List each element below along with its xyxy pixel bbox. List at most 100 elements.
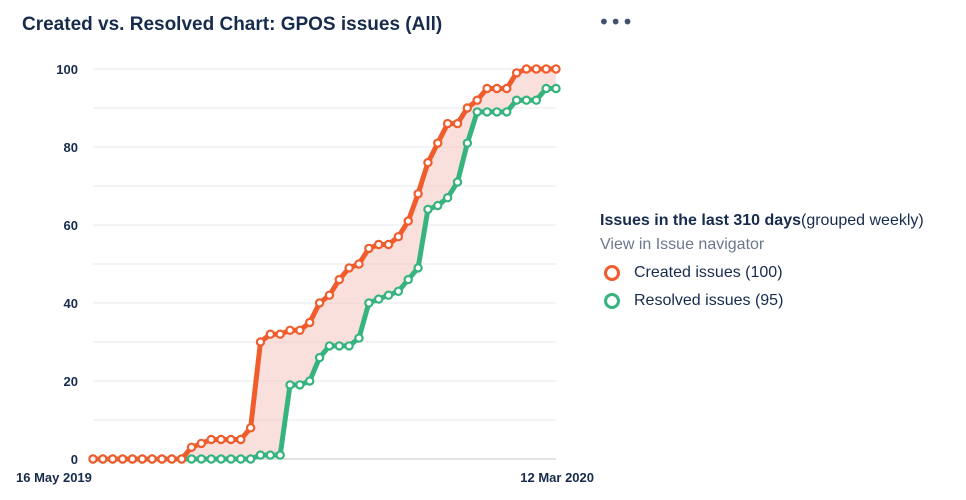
created-issues-point[interactable] bbox=[551, 64, 561, 74]
resolved-issues-point[interactable] bbox=[344, 341, 354, 351]
more-options-button[interactable]: ••• bbox=[598, 10, 634, 34]
created-issues-point[interactable] bbox=[472, 95, 482, 105]
created-issues-point[interactable] bbox=[206, 434, 216, 445]
created-issues-point[interactable] bbox=[147, 454, 157, 464]
created-issues-points bbox=[88, 64, 561, 464]
resolved-issues-point[interactable] bbox=[275, 450, 285, 460]
y-axis-tick-label: 80 bbox=[64, 140, 78, 155]
resolved-issues-point[interactable] bbox=[186, 454, 197, 464]
created-issues-point[interactable] bbox=[492, 83, 502, 94]
created-issues-point[interactable] bbox=[334, 274, 344, 285]
created-issues-point[interactable] bbox=[364, 243, 374, 254]
resolved-issues-point[interactable] bbox=[413, 263, 423, 273]
created-issues-point[interactable] bbox=[502, 83, 512, 94]
resolved-issues-point[interactable] bbox=[245, 454, 256, 464]
resolved-issues-point[interactable] bbox=[551, 83, 561, 94]
resolved-issues-point[interactable] bbox=[285, 380, 295, 390]
created-issues-point[interactable] bbox=[295, 325, 305, 335]
created-issues-point[interactable] bbox=[196, 438, 207, 449]
resolved-issues-point[interactable] bbox=[236, 454, 246, 464]
created-issues-point[interactable] bbox=[324, 290, 335, 300]
resolved-issues-line bbox=[93, 86, 556, 462]
resolved-issues-point[interactable] bbox=[452, 177, 463, 187]
resolved-issues-point[interactable] bbox=[373, 294, 384, 304]
created-issues-point[interactable] bbox=[393, 231, 404, 242]
created-issues-point[interactable] bbox=[127, 454, 138, 464]
x-axis-end-label: 12 Mar 2020 bbox=[520, 470, 594, 485]
resolved-issues-point[interactable] bbox=[482, 107, 492, 117]
y-axis-tick-label: 20 bbox=[64, 374, 78, 389]
resolved-issues-point[interactable] bbox=[433, 200, 443, 211]
resolved-issues-point[interactable] bbox=[403, 274, 413, 285]
resolved-issues-point[interactable] bbox=[521, 95, 532, 105]
created-issues-point[interactable] bbox=[541, 64, 551, 74]
resolved-issues-point[interactable] bbox=[196, 454, 207, 464]
created-issues-point[interactable] bbox=[88, 454, 98, 464]
y-axis-tick-label: 40 bbox=[64, 296, 78, 311]
resolved-issues-point[interactable] bbox=[305, 376, 315, 386]
resolved-issues-point[interactable] bbox=[492, 107, 502, 117]
resolved-issues-point[interactable] bbox=[255, 450, 266, 460]
resolved-issues-point[interactable] bbox=[354, 333, 364, 343]
created-issues-point[interactable] bbox=[265, 329, 276, 339]
resolved-issues-point[interactable] bbox=[393, 286, 404, 296]
created-issues-point[interactable] bbox=[373, 239, 384, 250]
created-issues-point[interactable] bbox=[511, 68, 522, 78]
resolved-issues-point[interactable] bbox=[206, 454, 216, 464]
resolved-issues-point[interactable] bbox=[531, 95, 541, 105]
resolved-issues-point[interactable] bbox=[423, 204, 433, 215]
view-in-issue-navigator-link[interactable]: View in Issue navigator bbox=[600, 236, 765, 253]
resolved-issues-point[interactable] bbox=[462, 138, 473, 148]
created-issues-point[interactable] bbox=[354, 259, 364, 269]
resolved-issues-point[interactable] bbox=[442, 192, 453, 203]
created-vs-resolved-chart: 0 20 40 60 80 100 16 May 2019 12 Mar 2020 bbox=[16, 62, 594, 485]
resolved-issues-point[interactable] bbox=[216, 454, 226, 464]
created-issues-point[interactable] bbox=[442, 118, 453, 129]
created-issues-point[interactable] bbox=[314, 298, 325, 308]
resolved-issues-point[interactable] bbox=[334, 341, 344, 351]
created-issues-point[interactable] bbox=[176, 454, 187, 464]
legend-item-created[interactable]: Created issues (100) bbox=[600, 264, 960, 282]
created-issues-point[interactable] bbox=[433, 138, 443, 148]
created-issues-point[interactable] bbox=[216, 434, 226, 445]
resolved-issues-point[interactable] bbox=[364, 298, 374, 308]
created-issues-point[interactable] bbox=[226, 434, 236, 445]
created-issues-point[interactable] bbox=[521, 64, 532, 74]
created-issues-point[interactable] bbox=[108, 454, 118, 464]
created-issues-point[interactable] bbox=[413, 189, 423, 199]
created-issues-point[interactable] bbox=[137, 454, 147, 464]
resolved-issues-point[interactable] bbox=[383, 290, 394, 300]
created-issues-point[interactable] bbox=[403, 216, 413, 226]
legend-item-resolved[interactable]: Resolved issues (95) bbox=[600, 292, 960, 310]
resolved-issues-point[interactable] bbox=[541, 83, 551, 94]
created-issues-point[interactable] bbox=[186, 442, 197, 452]
resolved-issues-point[interactable] bbox=[472, 107, 482, 117]
chart-title: Created vs. Resolved Chart: GPOS issues … bbox=[22, 14, 443, 35]
created-issues-point[interactable] bbox=[117, 454, 128, 464]
resolved-issues-point[interactable] bbox=[226, 454, 236, 464]
created-issues-point[interactable] bbox=[462, 103, 473, 113]
created-issues-point[interactable] bbox=[531, 64, 541, 74]
created-issues-point[interactable] bbox=[482, 83, 492, 94]
resolved-issues-point[interactable] bbox=[295, 380, 305, 390]
legend-heading-period: Issues in the last 310 days bbox=[600, 212, 801, 229]
chart-legend: Issues in the last 310 days(grouped week… bbox=[600, 212, 960, 310]
created-issues-point[interactable] bbox=[98, 454, 108, 464]
resolved-issues-point[interactable] bbox=[511, 95, 522, 105]
resolved-issues-point[interactable] bbox=[502, 107, 512, 117]
created-issues-point[interactable] bbox=[383, 239, 394, 250]
created-issues-point[interactable] bbox=[452, 118, 463, 129]
created-issues-point[interactable] bbox=[344, 263, 354, 273]
resolved-issues-point[interactable] bbox=[324, 341, 335, 351]
created-issues-point[interactable] bbox=[167, 454, 177, 464]
created-issues-point[interactable] bbox=[236, 434, 246, 445]
resolved-issues-point[interactable] bbox=[314, 352, 325, 363]
created-issues-point[interactable] bbox=[285, 325, 295, 335]
created-issues-point[interactable] bbox=[305, 317, 315, 328]
created-issues-point[interactable] bbox=[423, 157, 433, 168]
created-issues-point[interactable] bbox=[245, 423, 256, 433]
resolved-issues-point[interactable] bbox=[265, 450, 276, 460]
created-issues-point[interactable] bbox=[157, 454, 167, 464]
created-issues-point[interactable] bbox=[275, 329, 285, 339]
created-issues-point[interactable] bbox=[255, 337, 266, 347]
